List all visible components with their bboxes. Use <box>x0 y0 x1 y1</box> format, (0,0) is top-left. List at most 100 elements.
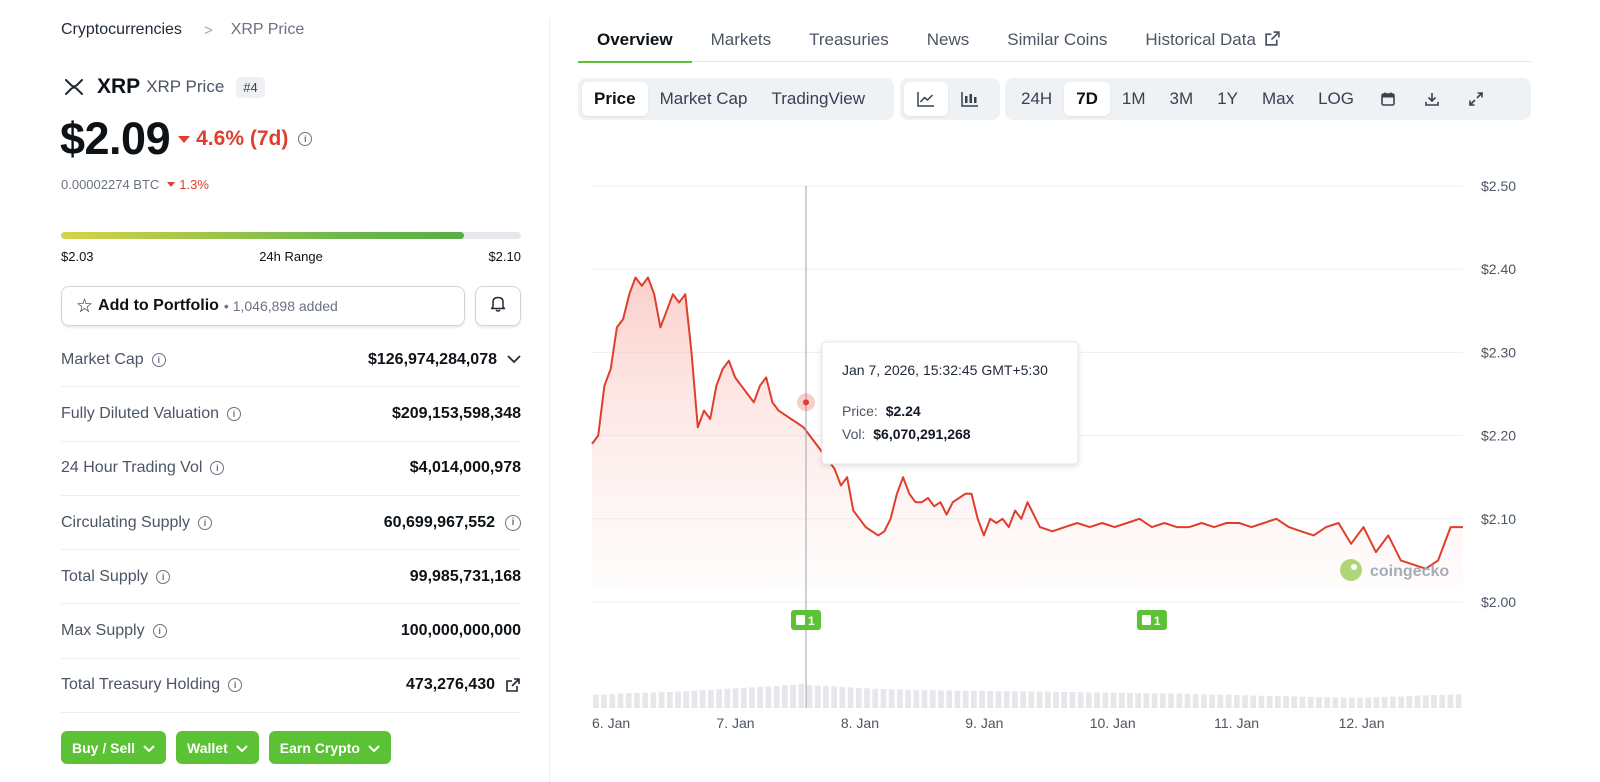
stat-value-text: 99,985,731,168 <box>409 567 521 585</box>
wallet-button[interactable]: Wallet <box>176 731 259 764</box>
volume-bar <box>1398 696 1404 708</box>
xrp-logo-icon <box>63 76 85 98</box>
event-marker-count: 1 <box>808 614 815 628</box>
range-log[interactable]: LOG <box>1318 89 1354 108</box>
volume-bar <box>1390 696 1396 708</box>
range-3m[interactable]: 3M <box>1169 89 1194 108</box>
range-7d[interactable]: 7D <box>1064 82 1110 116</box>
event-marker <box>791 610 822 630</box>
breadcrumb-current: XRP Price <box>230 21 305 38</box>
volume-bar <box>666 691 673 708</box>
volume-bar <box>839 686 846 708</box>
info-icon[interactable]: i <box>197 515 212 530</box>
info-icon[interactable]: i <box>152 624 167 639</box>
x-tick-label: 9. Jan <box>965 715 1003 731</box>
stat-row: Market Cap i $126,974,284,078 <box>61 333 521 388</box>
tab-news[interactable]: News <box>908 20 989 62</box>
volume-bar <box>1373 697 1380 708</box>
btc-price: 0.00002274 BTC <box>61 177 160 192</box>
range-1y[interactable]: 1Y <box>1217 89 1238 108</box>
info-icon[interactable]: i <box>210 461 225 476</box>
tab-label: Overview <box>597 30 673 49</box>
price-row: $2.09 4.6% (7d) i <box>60 113 313 165</box>
info-icon[interactable]: i <box>505 514 521 531</box>
tab-treasuries[interactable]: Treasuries <box>790 20 908 62</box>
volume-bar <box>913 690 920 708</box>
volume-bar <box>1159 693 1166 708</box>
external-link-icon[interactable] <box>505 677 521 693</box>
range-1m[interactable]: 1M <box>1121 89 1146 108</box>
volume-bar <box>699 690 706 708</box>
stat-value: 99,985,731,168 <box>410 568 521 586</box>
tab-overview[interactable]: Overview <box>578 20 692 63</box>
info-icon[interactable]: i <box>156 569 171 584</box>
range-24h[interactable]: 24H <box>1021 89 1053 108</box>
volume-bar <box>1012 691 1018 708</box>
volume-bar <box>1365 697 1372 708</box>
stat-label-text: Max Supply <box>61 622 145 640</box>
toggle-price[interactable]: Price <box>582 82 648 116</box>
volume-bar <box>1077 692 1084 708</box>
stat-label: Total Supply i <box>61 568 171 586</box>
download-icon[interactable] <box>1410 82 1454 116</box>
volume-bar <box>970 690 977 708</box>
volume-bar <box>1086 692 1092 708</box>
info-icon[interactable]: i <box>227 406 242 421</box>
info-icon[interactable]: i <box>298 132 313 146</box>
stat-row: Total Treasury Holding i 473,276,430 <box>61 659 521 714</box>
stat-row: Circulating Supply i 60,699,967,552 i <box>61 496 521 551</box>
volume-bar <box>798 684 805 708</box>
tooltip-price-value: $2.24 <box>886 403 921 419</box>
price-chart[interactable]: $2.00 $2.10 $2.20 $2.30 $2.40 $2.50 6. Jan 7. … <box>578 140 1531 780</box>
tab-historical-data[interactable]: Historical Data <box>1126 20 1300 62</box>
line-chart-icon[interactable] <box>904 82 948 116</box>
volume-bar <box>1266 696 1273 708</box>
toggle-tradingview[interactable]: TradingView <box>771 89 866 108</box>
stat-value-text: $126,974,284,078 <box>367 350 497 368</box>
range-max[interactable]: Max <box>1261 89 1295 108</box>
toggle-market-cap[interactable]: Market Cap <box>659 89 748 108</box>
btc-change: 1.3% <box>167 177 209 192</box>
volume-bar <box>1209 694 1215 708</box>
chart-type-toggle <box>900 78 1000 120</box>
hover-point-center <box>803 399 810 406</box>
tab-similar-coins[interactable]: Similar Coins <box>988 20 1126 62</box>
stat-label-text: Fully Diluted Valuation <box>61 404 220 422</box>
volume-bar <box>1348 697 1355 708</box>
earn-crypto-button[interactable]: Earn Crypto <box>268 731 391 764</box>
chevron-down-icon[interactable] <box>507 355 521 364</box>
expand-icon[interactable] <box>1454 82 1498 116</box>
info-icon[interactable]: i <box>228 678 243 693</box>
volume-bar <box>946 690 953 708</box>
volume-bar <box>1135 693 1142 708</box>
calendar-icon[interactable] <box>1366 82 1410 116</box>
stat-label: Total Treasury Holding i <box>61 676 243 694</box>
price-line <box>591 276 1463 570</box>
tab-label: News <box>926 30 970 49</box>
breadcrumb-separator: > <box>203 21 213 39</box>
chevron-down-icon <box>143 740 155 756</box>
volume-bar <box>1102 692 1109 708</box>
volume-bar <box>1406 696 1413 708</box>
volume-bar <box>1176 693 1183 708</box>
volume-bar <box>1455 694 1462 708</box>
buy-sell-button[interactable]: Buy / Sell <box>61 731 167 764</box>
price-alert-button[interactable] <box>475 286 521 326</box>
volume-bar <box>1184 693 1191 708</box>
stat-row: Max Supply i 100,000,000,000 <box>61 604 521 659</box>
volume-bar <box>1439 694 1446 708</box>
breadcrumb-cryptocurrencies[interactable]: Cryptocurrencies <box>61 21 182 38</box>
volume-bar <box>1069 692 1076 708</box>
tab-markets[interactable]: Markets <box>692 20 790 62</box>
info-icon[interactable]: i <box>151 352 166 367</box>
add-to-portfolio-button[interactable]: ☆ Add to Portfolio • 1,046,898 added <box>61 286 465 326</box>
range-high: $2.10 <box>488 249 521 264</box>
volume-bar <box>987 690 994 708</box>
stat-label-text: Circulating Supply <box>61 513 190 531</box>
y-tick-label: $2.50 <box>1481 178 1516 194</box>
volume-bar <box>601 694 607 708</box>
svg-text:Vol: $6,070,291,268: Vol: $6,070,291,268 <box>842 426 971 442</box>
action-buttons: Buy / Sell Wallet Earn Crypto <box>61 731 391 764</box>
candlestick-icon[interactable] <box>948 82 992 116</box>
watermark-text: coingecko <box>1370 563 1449 580</box>
